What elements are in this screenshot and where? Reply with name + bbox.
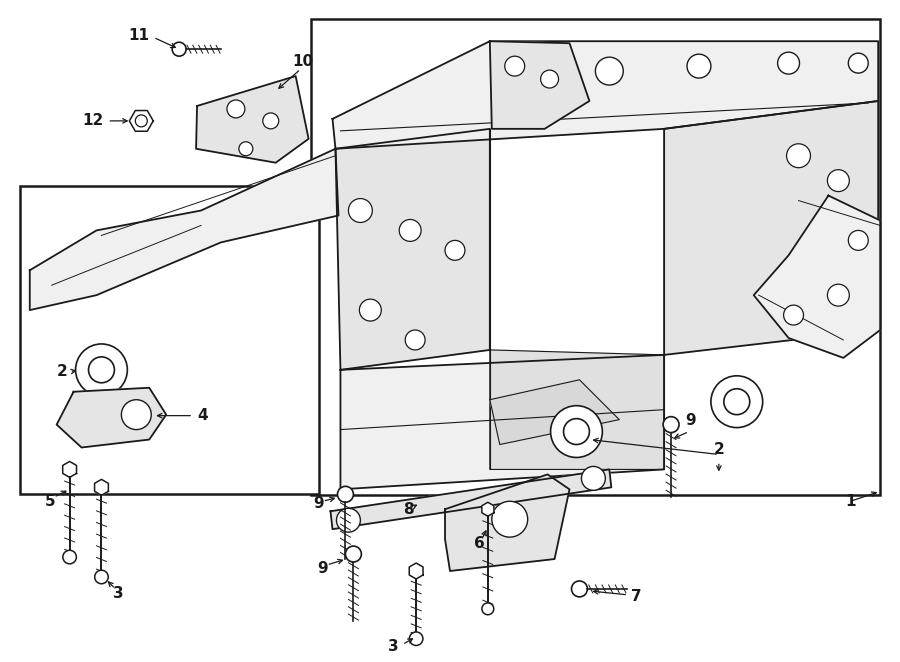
Circle shape bbox=[122, 400, 151, 430]
Circle shape bbox=[410, 632, 423, 645]
Text: 5: 5 bbox=[44, 494, 55, 509]
Text: 2: 2 bbox=[714, 442, 724, 457]
Polygon shape bbox=[410, 563, 423, 579]
Polygon shape bbox=[490, 41, 590, 129]
Text: 9: 9 bbox=[686, 412, 697, 428]
Circle shape bbox=[711, 376, 762, 428]
Circle shape bbox=[482, 603, 494, 615]
Polygon shape bbox=[445, 475, 570, 571]
Circle shape bbox=[563, 418, 590, 444]
Circle shape bbox=[135, 115, 148, 127]
Bar bbox=[310, 19, 880, 495]
Circle shape bbox=[581, 467, 606, 491]
Polygon shape bbox=[753, 195, 880, 358]
Circle shape bbox=[63, 550, 76, 564]
Text: 8: 8 bbox=[403, 502, 413, 517]
Circle shape bbox=[572, 581, 588, 597]
Circle shape bbox=[784, 305, 804, 325]
Polygon shape bbox=[30, 149, 338, 310]
Circle shape bbox=[405, 330, 425, 350]
Text: 9: 9 bbox=[313, 496, 324, 511]
Text: 3: 3 bbox=[388, 639, 398, 654]
Text: 10: 10 bbox=[292, 54, 313, 69]
Circle shape bbox=[400, 220, 421, 242]
Circle shape bbox=[687, 54, 711, 78]
Polygon shape bbox=[664, 101, 878, 355]
Polygon shape bbox=[490, 380, 619, 444]
Text: 6: 6 bbox=[474, 536, 485, 551]
Circle shape bbox=[88, 357, 114, 383]
Circle shape bbox=[94, 570, 108, 584]
Circle shape bbox=[551, 406, 602, 457]
Polygon shape bbox=[490, 350, 664, 469]
Circle shape bbox=[541, 70, 559, 88]
Circle shape bbox=[663, 416, 679, 432]
Polygon shape bbox=[196, 76, 309, 163]
Circle shape bbox=[76, 344, 128, 396]
Text: 12: 12 bbox=[82, 113, 104, 128]
Circle shape bbox=[516, 69, 544, 97]
Circle shape bbox=[491, 501, 527, 537]
Circle shape bbox=[338, 487, 354, 502]
Circle shape bbox=[849, 230, 868, 250]
Polygon shape bbox=[94, 479, 108, 495]
Text: 2: 2 bbox=[57, 364, 67, 379]
Text: 3: 3 bbox=[113, 587, 124, 601]
Circle shape bbox=[445, 240, 465, 260]
Circle shape bbox=[263, 113, 279, 129]
Text: 9: 9 bbox=[317, 561, 328, 577]
Polygon shape bbox=[130, 111, 153, 131]
Circle shape bbox=[827, 169, 850, 191]
Circle shape bbox=[596, 57, 624, 85]
Polygon shape bbox=[57, 388, 166, 448]
Polygon shape bbox=[340, 355, 664, 489]
Circle shape bbox=[359, 299, 382, 321]
Polygon shape bbox=[332, 41, 878, 149]
Circle shape bbox=[172, 42, 186, 56]
Circle shape bbox=[337, 508, 360, 532]
Text: 11: 11 bbox=[129, 28, 149, 43]
Text: 4: 4 bbox=[197, 408, 208, 423]
Polygon shape bbox=[63, 461, 76, 477]
Polygon shape bbox=[330, 469, 611, 529]
Text: 7: 7 bbox=[631, 589, 642, 604]
Circle shape bbox=[227, 100, 245, 118]
Circle shape bbox=[787, 144, 811, 167]
Bar bbox=[20, 185, 319, 495]
Circle shape bbox=[505, 56, 525, 76]
Circle shape bbox=[346, 546, 362, 562]
Circle shape bbox=[778, 52, 799, 74]
Polygon shape bbox=[336, 129, 490, 370]
Text: 1: 1 bbox=[845, 494, 856, 509]
Circle shape bbox=[238, 142, 253, 156]
Circle shape bbox=[724, 389, 750, 414]
Circle shape bbox=[827, 284, 850, 306]
Circle shape bbox=[348, 199, 373, 222]
Polygon shape bbox=[482, 502, 494, 516]
Circle shape bbox=[849, 53, 868, 73]
